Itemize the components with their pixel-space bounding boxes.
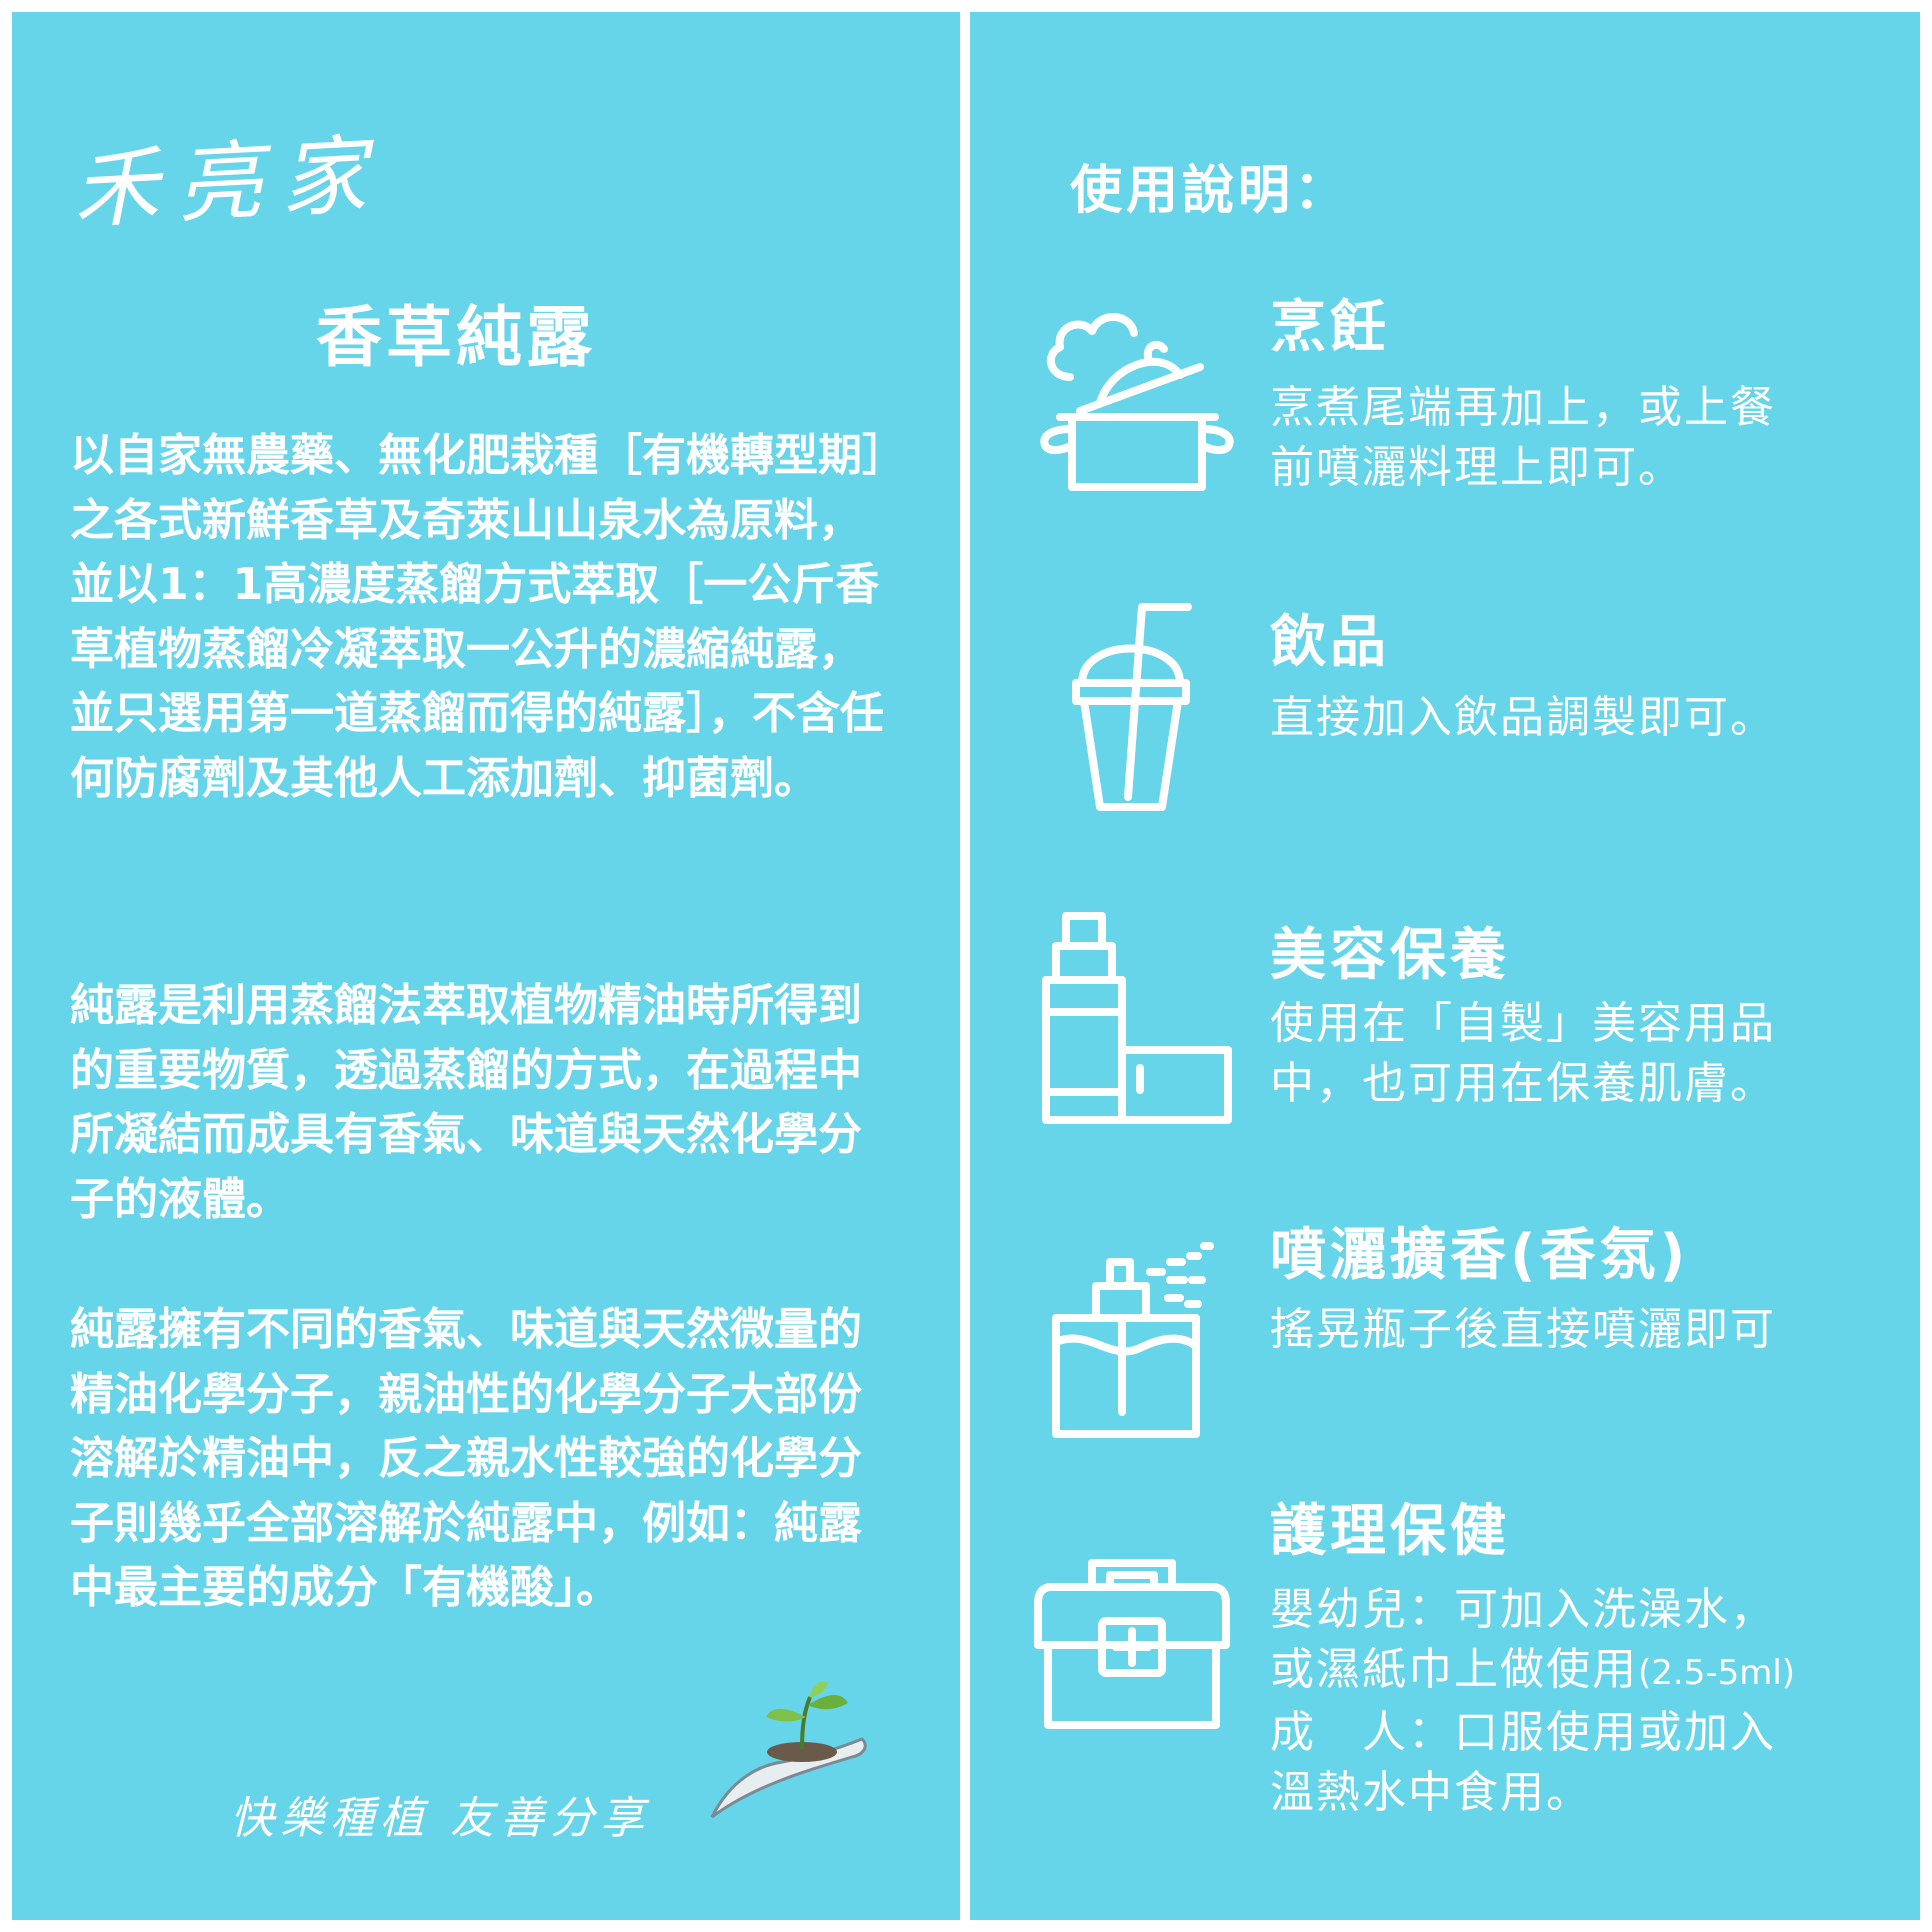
section-cooking-line-1: 烹煮尾端再加上，或上餐 [1270,382,1776,433]
section-health-title: 護理保健 [1270,1499,1510,1564]
section-health-line-2: 或濕紙巾上做使用(2.5-5ml) [1270,1640,1900,1703]
first-aid-kit-icon [1034,1559,1230,1729]
description-paragraph-1: 以自家無農藥、無化肥栽種［有機轉型期］之各式新鮮香草及奇萊山山泉水為原料，並以1… [70,430,884,804]
drink-cup-icon [1072,603,1192,811]
section-health-line-3: 成 人：口服使用或加入 [1270,1707,1776,1758]
section-spray-line-1: 搖晃瓶子後直接噴灑即可 [1270,1304,1776,1355]
cosmetics-icon [1042,912,1232,1124]
right-panel: 使用說明： 烹飪 烹煮尾端再加上，或上餐 前噴灑料理上即可。 飲品 直接加入飲品… [970,12,1920,1920]
section-beauty-line-2: 中，也可用在保養肌膚。 [1270,1058,1776,1109]
description-paragraph-2: 純露是利用蒸餾法萃取植物精油時所得到的重要物質，透過蒸餾的方式，在過程中所凝結而… [70,980,862,1225]
cooking-pot-icon [1040,313,1234,491]
section-beauty-title: 美容保養 [1270,923,1510,988]
slogan: 快樂種植 友善分享 [230,1793,650,1844]
section-cooking-title: 烹飪 [1270,295,1390,360]
product-title: 香草純露 [316,299,596,376]
section-drinks-title: 飲品 [1270,610,1390,675]
spray-bottle-icon [1052,1242,1214,1438]
section-drinks-line-1: 直接加入飲品調製即可。 [1270,692,1776,743]
section-spray-text: 搖晃瓶子後直接噴灑即可 [1270,1300,1900,1360]
section-cooking-line-2: 前噴灑料理上即可。 [1270,442,1684,493]
section-spray-title: 噴灑擴香(香氛) [1270,1223,1690,1288]
section-drinks-text: 直接加入飲品調製即可。 [1270,688,1900,748]
brand-logo-text: 禾亮家 [70,124,387,242]
dosage-note: (2.5-5ml) [1638,1653,1796,1693]
description-paragraph-3: 純露擁有不同的香氣、味道與天然微量的精油化學分子，親油性的化學分子大部份溶解於精… [70,1304,862,1613]
section-health-line-4: 溫熱水中食用。 [1270,1767,1592,1818]
usage-title: 使用說明： [1070,161,1351,221]
section-health-line-2-text: 或濕紙巾上做使用 [1270,1644,1638,1695]
sprout-in-hand-icon [710,1681,867,1819]
section-health-text: 嬰幼兒：可加入洗澡水， 或濕紙巾上做使用(2.5-5ml) 成 人：口服使用或加… [1270,1580,1900,1823]
section-health-line-1: 嬰幼兒：可加入洗澡水， [1270,1584,1776,1635]
section-beauty-line-1: 使用在「自製」美容用品 [1270,998,1776,1049]
left-panel: 禾亮家 香草純露 以自家無農藥、無化肥栽種［有機轉型期］之各式新鮮香草及奇萊山山… [12,12,960,1920]
section-cooking-text: 烹煮尾端再加上，或上餐 前噴灑料理上即可。 [1270,378,1900,498]
section-beauty-text: 使用在「自製」美容用品 中，也可用在保養肌膚。 [1270,994,1900,1114]
